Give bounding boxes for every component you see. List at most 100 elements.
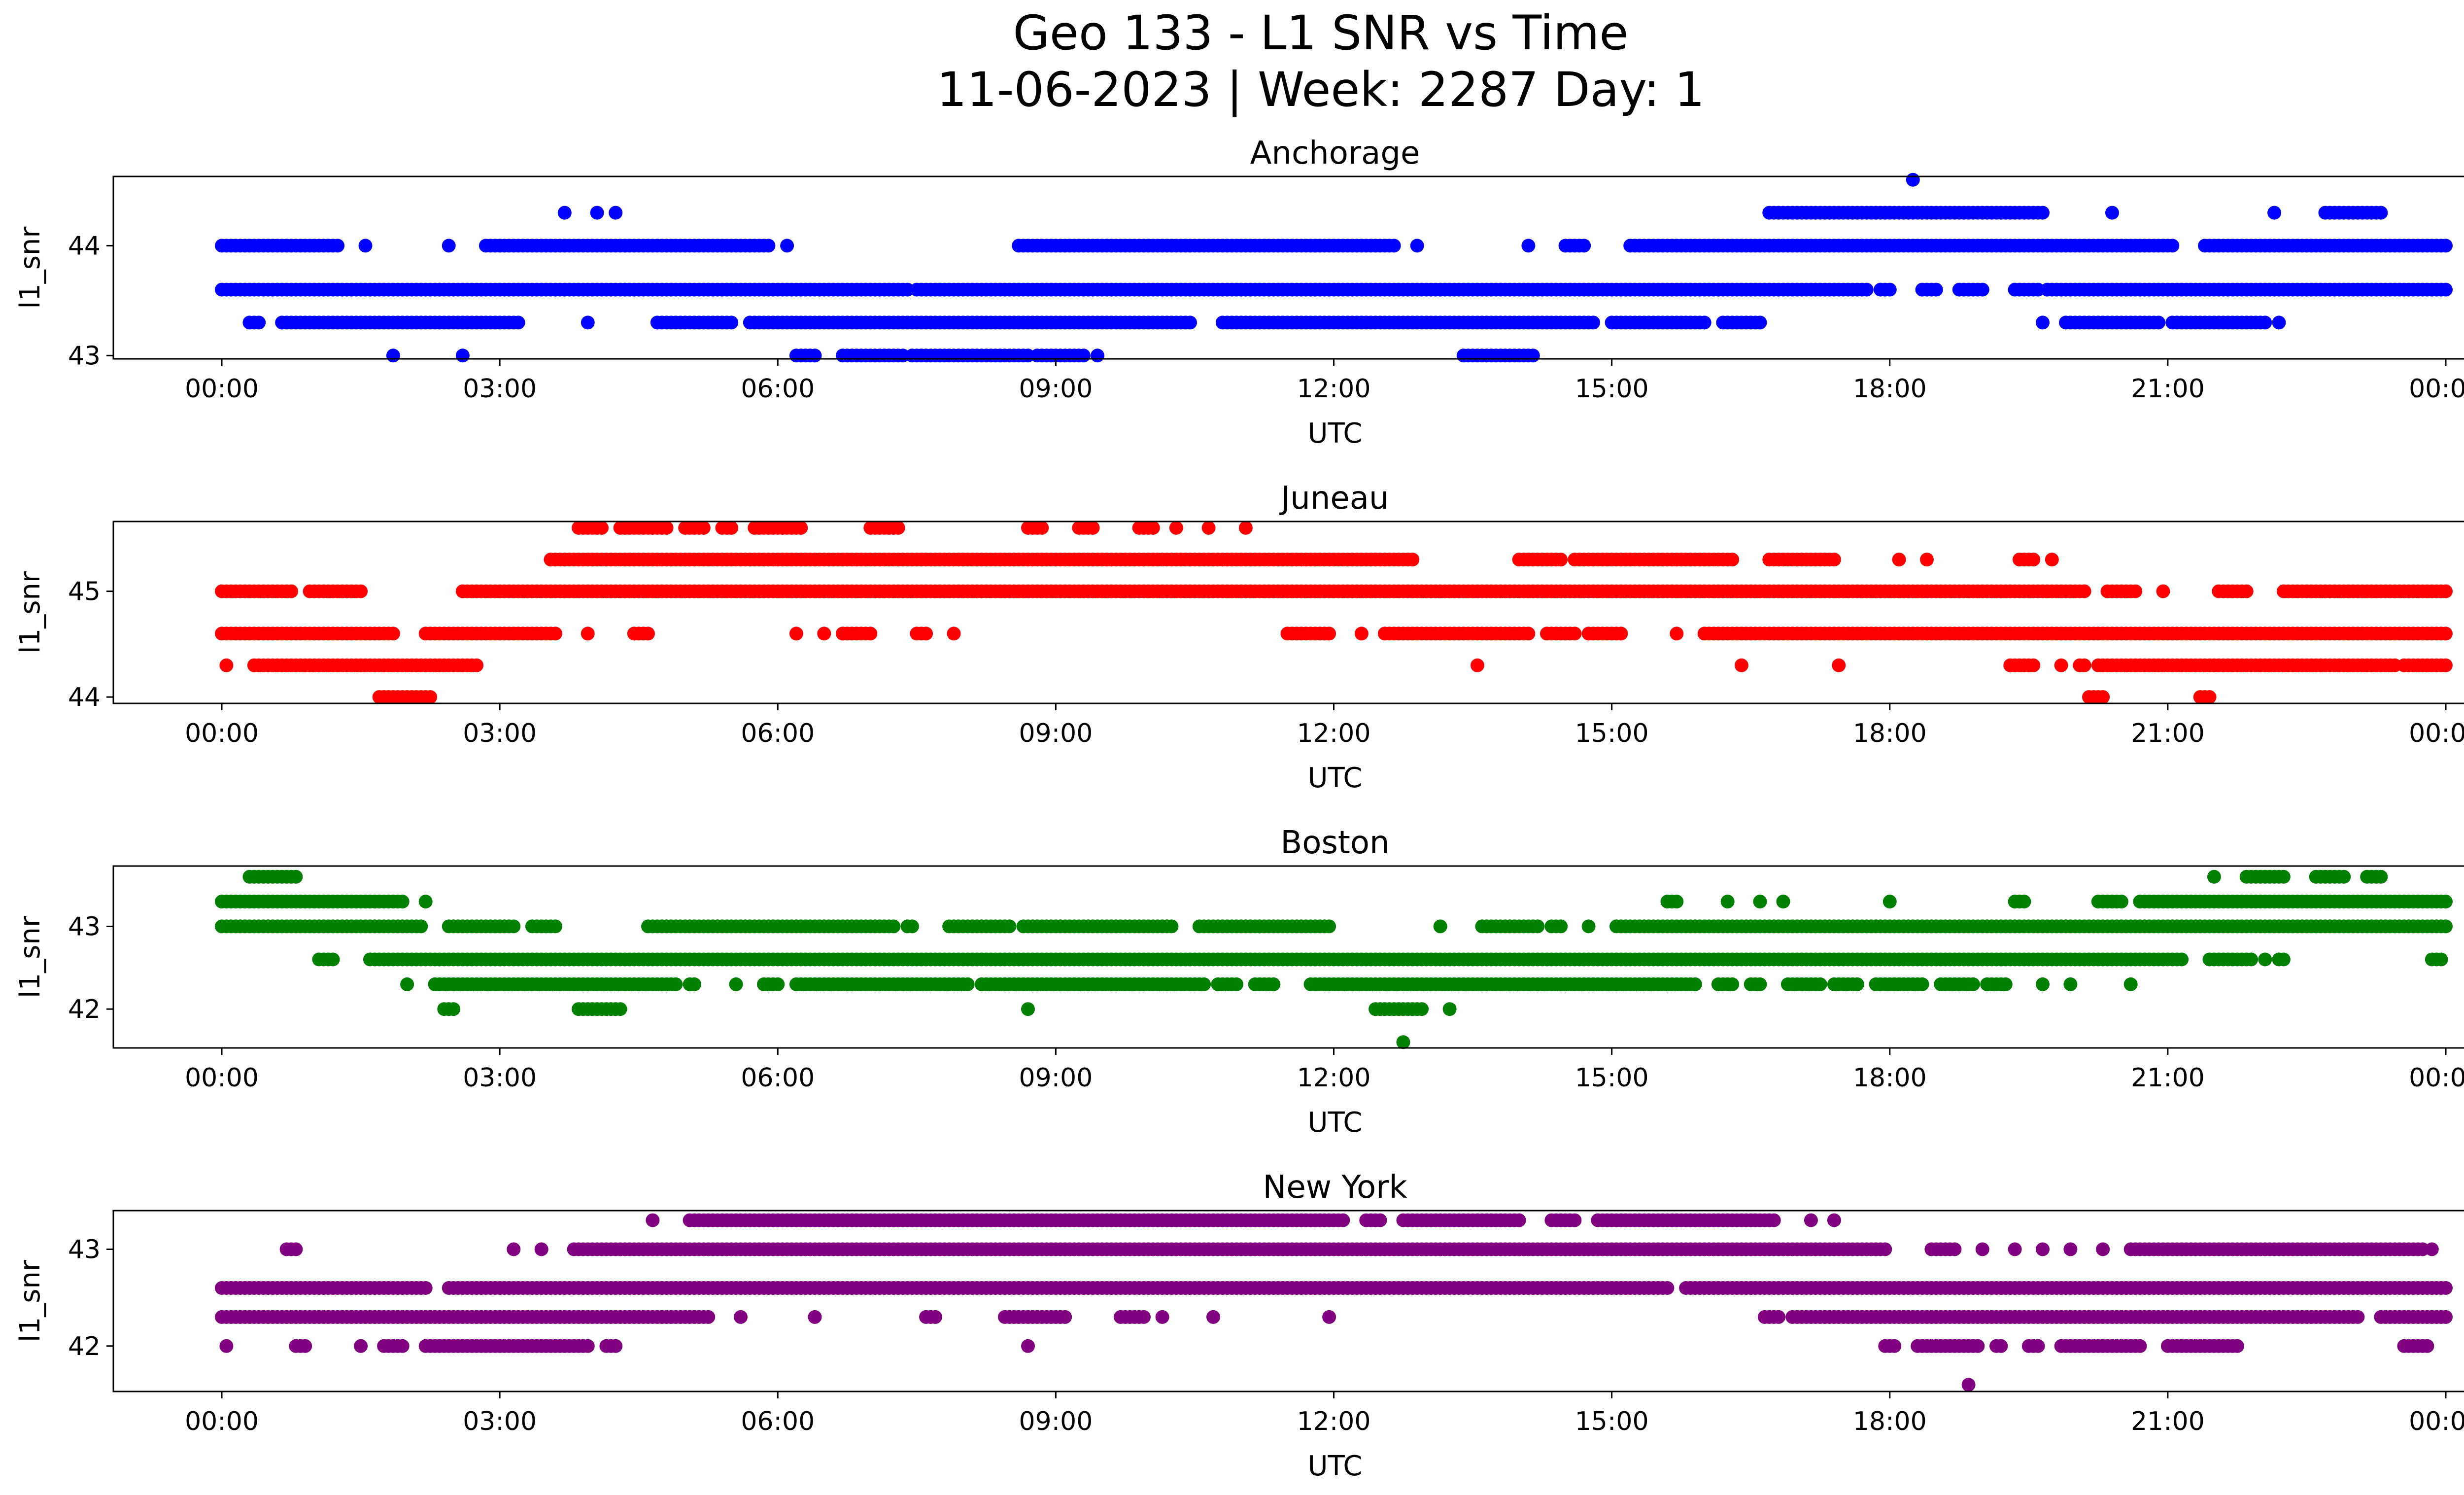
data-point: [646, 1213, 660, 1227]
data-point: [1230, 977, 1244, 991]
x-tick-label: 21:00: [2131, 1063, 2205, 1093]
data-point: [2374, 869, 2388, 884]
data-point: [1906, 173, 1920, 187]
data-point: [1753, 895, 1767, 909]
data-point: [1183, 315, 1197, 330]
data-point: [2202, 690, 2217, 704]
data-point: [1697, 315, 1711, 330]
data-point: [1920, 553, 1934, 567]
data-point: [1660, 1281, 1675, 1295]
data-point: [1878, 1242, 1892, 1256]
data-point: [2096, 690, 2110, 704]
data-point: [1238, 521, 1253, 535]
data-point: [2267, 206, 2282, 220]
data-point: [548, 919, 562, 934]
data-point: [1776, 895, 1790, 909]
y-axis-label: l1_snr: [14, 571, 46, 654]
data-point: [947, 626, 961, 641]
data-point: [1521, 626, 1536, 641]
data-point: [507, 919, 521, 934]
data-point: [1753, 315, 1767, 330]
x-tick-label: 18:00: [1853, 374, 1927, 404]
data-point: [557, 206, 572, 220]
data-point: [252, 315, 266, 330]
data-point: [2439, 1281, 2453, 1295]
data-point: [418, 895, 433, 909]
data-point: [1266, 977, 1281, 991]
data-point: [1568, 1213, 1582, 1227]
data-point: [534, 1242, 548, 1256]
data-point: [2026, 553, 2041, 567]
data-point: [1670, 895, 1684, 909]
data-point: [771, 977, 785, 991]
data-point: [609, 206, 623, 220]
panel-title: Boston: [1280, 825, 1389, 861]
data-point: [289, 869, 303, 884]
data-point: [887, 919, 901, 934]
data-point: [2156, 584, 2170, 598]
data-point: [1091, 348, 1104, 363]
data-point: [724, 315, 739, 330]
data-point: [1354, 626, 1369, 641]
data-point: [1767, 1213, 1781, 1227]
data-point: [1396, 1035, 1410, 1049]
x-tick-label: 03:00: [463, 374, 537, 404]
data-point: [2258, 315, 2272, 330]
x-tick-label: 00:00: [2409, 374, 2464, 404]
data-point: [2036, 315, 2050, 330]
data-point: [2258, 952, 2272, 967]
data-point: [2036, 977, 2050, 991]
data-point: [2207, 869, 2221, 884]
data-point: [2439, 282, 2453, 297]
data-point: [1813, 977, 1827, 991]
data-point: [2239, 584, 2254, 598]
data-point: [613, 1002, 627, 1016]
data-point: [1725, 977, 1740, 991]
data-point: [669, 977, 683, 991]
x-tick-label: 00:00: [185, 719, 259, 748]
data-point: [1531, 919, 1545, 934]
data-point: [729, 977, 743, 991]
data-point: [1688, 977, 1702, 991]
data-point: [1832, 658, 1846, 672]
data-point: [696, 521, 711, 535]
data-point: [808, 348, 822, 363]
data-point: [1169, 521, 1183, 535]
data-point: [386, 626, 400, 641]
data-point: [1433, 919, 1447, 934]
data-point: [1471, 658, 1484, 672]
data-point: [1850, 977, 1864, 991]
data-point: [2276, 869, 2291, 884]
data-point: [1554, 919, 1568, 934]
data-point: [1975, 282, 1989, 297]
axes-frame: [112, 175, 2464, 360]
x-axis-label: UTC: [1307, 417, 1362, 450]
data-point: [1804, 1213, 1818, 1227]
data-point: [2008, 1242, 2022, 1256]
data-point: [1021, 1002, 1035, 1016]
y-axis-label: l1_snr: [14, 915, 46, 998]
x-tick-label: 06:00: [741, 374, 815, 404]
data-point: [1975, 1242, 1989, 1256]
data-point: [2439, 584, 2453, 598]
data-point: [2123, 977, 2138, 991]
data-point: [1720, 895, 1735, 909]
data-point: [1998, 977, 2013, 991]
x-axis-label: UTC: [1307, 762, 1362, 794]
x-tick-label: 21:00: [2131, 374, 2205, 404]
figure-title-line2: 11-06-2023 | Week: 2287 Day: 1: [937, 62, 1705, 118]
y-tick-label: 44: [68, 683, 101, 712]
data-point: [2054, 658, 2068, 672]
x-tick-label: 03:00: [463, 719, 537, 748]
data-point: [219, 658, 234, 672]
data-point: [2439, 919, 2453, 934]
data-point: [1929, 282, 1943, 297]
data-point: [1521, 239, 1536, 253]
data-point: [1915, 977, 1929, 991]
data-point: [1586, 315, 1600, 330]
data-point: [1201, 521, 1216, 535]
x-axis-label: UTC: [1307, 1450, 1362, 1482]
data-point: [1410, 239, 1424, 253]
x-tick-label: 15:00: [1575, 374, 1649, 404]
